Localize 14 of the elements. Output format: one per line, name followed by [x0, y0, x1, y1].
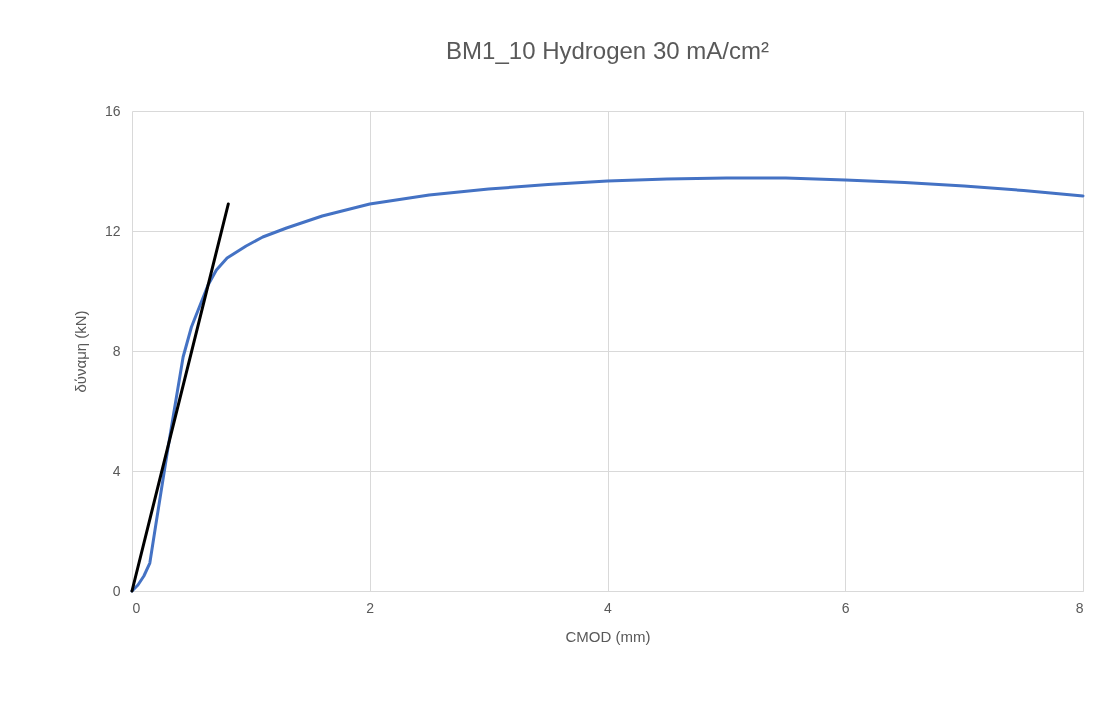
- y-tick-label: 12: [104, 222, 121, 239]
- y-tick-label: 16: [104, 102, 121, 119]
- x-axis-title: CMOD (mm): [565, 627, 651, 645]
- y-tick-label: 4: [112, 462, 121, 479]
- y-tick-label: 0: [112, 582, 121, 599]
- x-tick-label: 2: [366, 599, 375, 616]
- line-series: [130, 176, 1085, 593]
- x-tick-label: 8: [1075, 599, 1084, 616]
- x-tick-label: 0: [132, 599, 141, 616]
- x-tick-label: 6: [841, 599, 850, 616]
- y-axis-title: δύναμη (kN): [71, 310, 89, 393]
- x-tick-label: 4: [604, 599, 613, 616]
- y-tick-label: 8: [112, 342, 121, 359]
- chart-title: BM1_10 Hydrogen 30 mA/cm²: [446, 37, 769, 64]
